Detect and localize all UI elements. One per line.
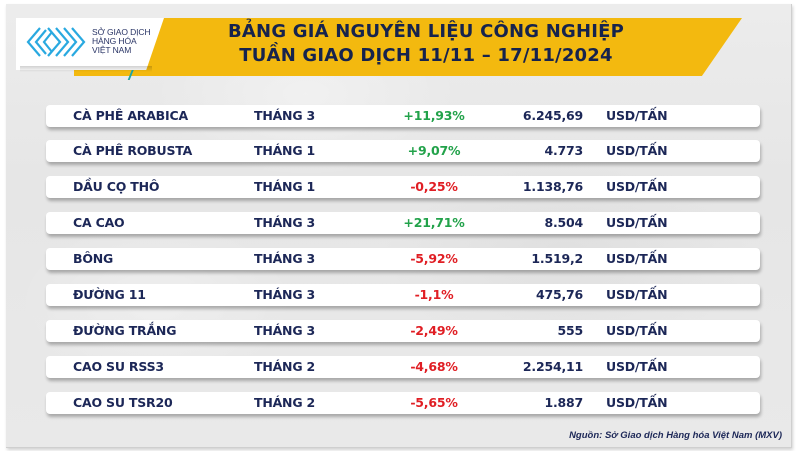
- contract-month: THÁNG 2: [254, 395, 316, 410]
- unit: USD/TẤN: [606, 359, 668, 374]
- unit: USD/TẤN: [606, 287, 668, 302]
- table-row: CAO SU TSR20 THÁNG 2 -5,65% 1.887 USD/TẤ…: [46, 392, 760, 414]
- price: 1.887: [544, 395, 583, 410]
- unit: USD/TẤN: [606, 215, 668, 230]
- weekly-change: -0,25%: [410, 179, 458, 194]
- logo-line-1: SỞ GIAO DỊCH: [92, 27, 151, 37]
- price: 1.519,2: [531, 251, 583, 266]
- logo-line-3: VIỆT NAM: [92, 45, 132, 55]
- table-row: ĐƯỜNG TRẮNG THÁNG 3 -2,49% 555 USD/TẤN: [46, 320, 760, 342]
- commodity-name: CA CAO: [73, 215, 125, 230]
- weekly-change: -5,65%: [410, 395, 458, 410]
- logo-card: [16, 18, 164, 70]
- unit: USD/TẤN: [606, 108, 668, 123]
- unit: USD/TẤN: [606, 251, 668, 266]
- mxv-logo-icon: [26, 27, 86, 57]
- commodity-name: ĐƯỜNG 11: [73, 287, 146, 302]
- contract-month: THÁNG 3: [254, 215, 316, 230]
- weekly-change: +21,71%: [403, 215, 465, 230]
- commodity-name: CÀ PHÊ ROBUSTA: [73, 143, 193, 158]
- source-note: Nguồn: Sở Giao dịch Hàng hóa Việt Nam (M…: [569, 430, 782, 441]
- table-row: CÀ PHÊ ARABICA THÁNG 3 +11,93% 6.245,69 …: [46, 105, 760, 127]
- contract-month: THÁNG 3: [254, 108, 316, 123]
- unit: USD/TẤN: [606, 395, 668, 410]
- page-title: BẢNG GIÁ NGUYÊN LIỆU CÔNG NGHIỆP TUẦN GI…: [206, 20, 646, 68]
- logo-card-shadow: [20, 66, 152, 72]
- commodity-name: DẦU CỌ THÔ: [73, 179, 160, 194]
- commodity-name: CAO SU RSS3: [73, 359, 164, 374]
- contract-month: THÁNG 3: [254, 323, 316, 338]
- table-row: BÔNG THÁNG 3 -5,92% 1.519,2 USD/TẤN: [46, 248, 760, 270]
- commodity-name: ĐƯỜNG TRẮNG: [73, 323, 177, 338]
- logo-line-2: HÀNG HÓA: [92, 36, 137, 46]
- table-row: ĐƯỜNG 11 THÁNG 3 -1,1% 475,76 USD/TẤN: [46, 284, 760, 306]
- price: 8.504: [544, 215, 583, 230]
- logo-text: SỞ GIAO DỊCH HÀNG HÓA VIỆT NAM: [92, 28, 151, 55]
- title-line-2: TUẦN GIAO DỊCH 11/11 – 17/11/2024: [239, 45, 613, 66]
- title-line-1: BẢNG GIÁ NGUYÊN LIỆU CÔNG NGHIỆP: [228, 21, 624, 42]
- price: 2.254,11: [522, 359, 583, 374]
- table-row: CAO SU RSS3 THÁNG 2 -4,68% 2.254,11 USD/…: [46, 356, 760, 378]
- table-row: CA CAO THÁNG 3 +21,71% 8.504 USD/TẤN: [46, 212, 760, 234]
- title-banner: [74, 18, 742, 76]
- commodity-name: BÔNG: [73, 251, 114, 266]
- table-row: CÀ PHÊ ROBUSTA THÁNG 1 +9,07% 4.773 USD/…: [46, 140, 760, 162]
- weekly-change: +9,07%: [407, 143, 461, 158]
- commodity-name: CAO SU TSR20: [73, 395, 173, 410]
- price: 555: [557, 323, 584, 338]
- unit: USD/TẤN: [606, 323, 668, 338]
- price: 1.138,76: [522, 179, 583, 194]
- unit: USD/TẤN: [606, 179, 668, 194]
- contract-month: THÁNG 1: [254, 143, 316, 158]
- commodity-name: CÀ PHÊ ARABICA: [73, 108, 188, 123]
- price: 6.245,69: [522, 108, 583, 123]
- contract-month: THÁNG 1: [254, 179, 316, 194]
- weekly-change: -5,92%: [410, 251, 458, 266]
- contract-month: THÁNG 2: [254, 359, 316, 374]
- price: 475,76: [535, 287, 583, 302]
- contract-month: THÁNG 3: [254, 251, 316, 266]
- table-row: DẦU CỌ THÔ THÁNG 1 -0,25% 1.138,76 USD/T…: [46, 176, 760, 198]
- weekly-change: +11,93%: [403, 108, 465, 123]
- unit: USD/TẤN: [606, 143, 668, 158]
- weekly-change: -2,49%: [410, 323, 458, 338]
- contract-month: THÁNG 3: [254, 287, 316, 302]
- weekly-change: -4,68%: [410, 359, 458, 374]
- price: 4.773: [544, 143, 583, 158]
- infographic-frame: SỞ GIAO DỊCH HÀNG HÓA VIỆT NAM BẢNG GIÁ …: [6, 4, 792, 448]
- weekly-change: -1,1%: [414, 287, 454, 302]
